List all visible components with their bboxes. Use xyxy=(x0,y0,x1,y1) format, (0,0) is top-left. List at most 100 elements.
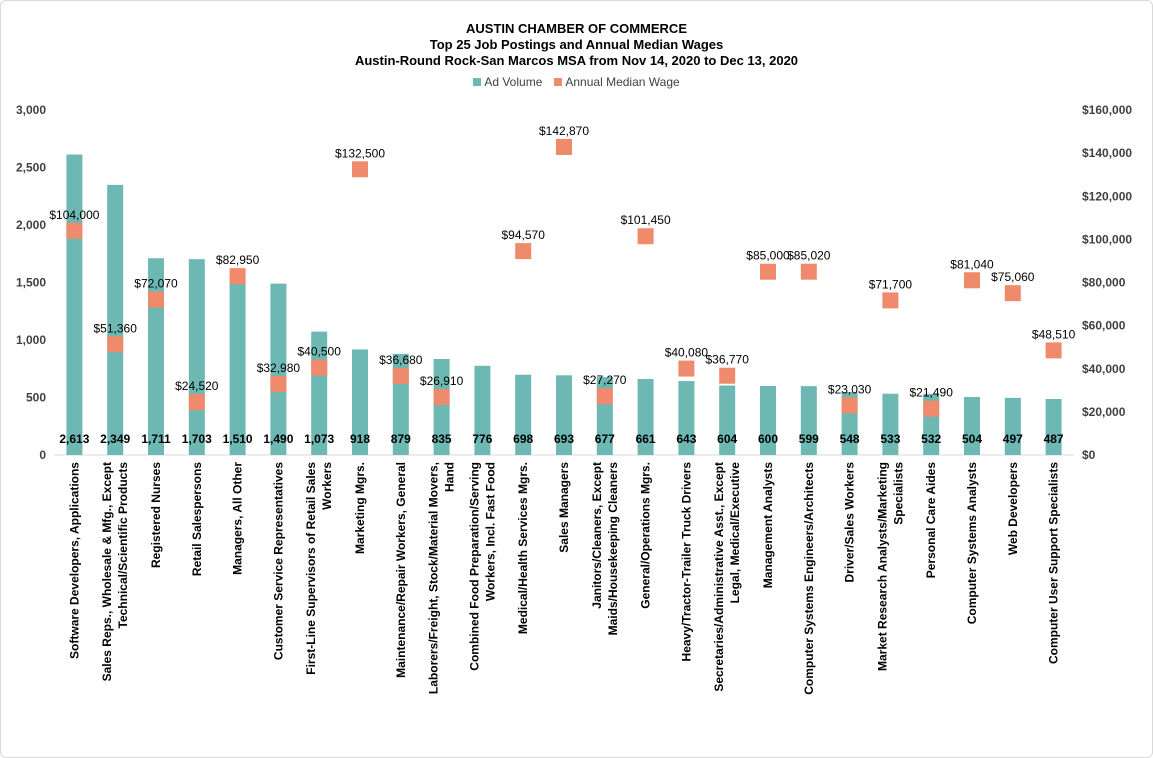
wage-value-label: $101,450 xyxy=(621,213,671,227)
x-axis-category-label: Software Developers, Applications xyxy=(67,462,81,659)
wage-value-label: $85,020 xyxy=(787,249,831,263)
marker-annual-median-wage xyxy=(1004,285,1021,302)
bar-ad-volume xyxy=(188,259,205,455)
bar-value-label: 1,711 xyxy=(141,432,171,446)
bar-value-label: 600 xyxy=(758,432,778,446)
x-axis-category-label: Market Research Analysts/Marketing Specia… xyxy=(875,462,905,671)
bar-value-label: 2,613 xyxy=(59,432,89,446)
chart-title: AUSTIN CHAMBER OF COMMERCE xyxy=(466,21,687,36)
bar-value-label: 1,490 xyxy=(263,432,293,446)
marker-annual-median-wage xyxy=(556,138,572,155)
x-axis-category-label-line: Computer User Support Specialists xyxy=(1047,462,1061,664)
right-axis-tick-label: $40,000 xyxy=(1082,362,1126,376)
right-axis-tick-label: $140,000 xyxy=(1082,146,1132,160)
wage-value-label: $94,570 xyxy=(502,228,546,242)
legend-label-ad-volume: Ad Volume xyxy=(484,75,543,89)
bar-value-label: 504 xyxy=(962,432,982,446)
left-axis-tick-label: 1,000 xyxy=(16,333,46,347)
x-axis-category-label: Janitors/Cleaners, Except Maids/Housekeep… xyxy=(590,462,620,636)
x-axis-category-label-line: Technical/Scientific Products xyxy=(116,462,130,629)
marker-annual-median-wage xyxy=(800,263,817,280)
x-axis-category-label-line: Retail Salespersons xyxy=(190,462,204,576)
marker-annual-median-wage xyxy=(311,359,328,376)
bar-ad-volume xyxy=(800,386,817,455)
x-axis-category-label: Management Analysts xyxy=(761,462,775,589)
x-axis-category-label-line: Heavy/Tractor-Trailer Truck Drivers xyxy=(679,462,693,662)
bar-value-label: 533 xyxy=(880,432,900,446)
wage-value-label: $51,360 xyxy=(94,321,138,335)
wage-value-label: $81,040 xyxy=(950,257,994,271)
wage-value-label: $142,870 xyxy=(539,124,589,138)
wage-value-label: $75,060 xyxy=(991,270,1035,284)
left-axis-tick-label: 0 xyxy=(39,448,46,462)
x-axis-category-label-line: Marketing Mgrs. xyxy=(353,462,367,554)
bar-value-label: 835 xyxy=(432,432,452,446)
x-axis-category-label-line: Registered Nurses xyxy=(149,462,163,568)
x-axis-category-label-line: Computer Systems Analysts xyxy=(965,462,979,625)
marker-annual-median-wage xyxy=(433,388,450,405)
marker-annual-median-wage xyxy=(760,263,776,280)
x-axis-category-label-line: Janitors/Cleaners, Except xyxy=(590,462,604,609)
marker-annual-median-wage xyxy=(882,292,899,309)
x-axis-category-label: Managers, All Other xyxy=(231,462,245,575)
wage-value-label: $36,770 xyxy=(706,353,750,367)
marker-annual-median-wage xyxy=(107,336,124,353)
wage-value-label: $26,910 xyxy=(420,374,464,388)
bar-ad-volume xyxy=(270,283,287,455)
bar-ad-volume xyxy=(637,378,654,455)
right-axis-tick-label: $160,000 xyxy=(1082,103,1132,117)
marker-annual-median-wage xyxy=(392,367,409,384)
marker-annual-median-wage xyxy=(515,243,532,260)
x-axis-category-label: Medical/Health Services Mgrs. xyxy=(516,462,530,634)
bar-value-label: 532 xyxy=(921,432,941,446)
x-axis-category-label-line: Driver/Sales Workers xyxy=(843,462,857,583)
bar-ad-volume xyxy=(556,375,572,455)
bar-value-label: 1,073 xyxy=(304,432,334,446)
bar-ad-volume xyxy=(474,365,491,455)
bar-ad-volume xyxy=(66,154,83,455)
wage-value-label: $85,000 xyxy=(746,249,790,263)
x-axis-category-label-line: Hand xyxy=(443,462,457,492)
chart-legend: Ad Volume Annual Median Wage xyxy=(0,75,1153,89)
marker-annual-median-wage xyxy=(596,388,613,405)
chart-title-block: AUSTIN CHAMBER OF COMMERCE Top 25 Job Po… xyxy=(0,21,1153,69)
marker-annual-median-wage xyxy=(352,161,368,178)
wage-value-label: $72,070 xyxy=(134,277,178,291)
wage-value-label: $132,500 xyxy=(335,146,385,160)
bar-ad-volume xyxy=(719,385,736,455)
x-axis-category-label: First-Line Supervisors of Retail Sales Wo… xyxy=(304,462,334,675)
wage-value-label: $82,950 xyxy=(216,253,260,267)
right-axis-tick-label: $120,000 xyxy=(1082,189,1132,203)
legend-item-annual-median-wage: Annual Median Wage xyxy=(554,75,680,89)
bar-value-label: 661 xyxy=(636,432,656,446)
bar-value-label: 599 xyxy=(799,432,819,446)
x-axis-category-label: General/Operations Mgrs. xyxy=(639,462,653,609)
legend-swatch-annual-median-wage xyxy=(554,78,563,86)
left-axis-tick-label: 2,500 xyxy=(16,161,46,175)
right-axis-tick-label: $0 xyxy=(1082,448,1096,462)
bar-value-label: 497 xyxy=(1003,432,1023,446)
x-axis-category-label-line: Management Analysts xyxy=(761,462,775,589)
wage-value-label: $104,000 xyxy=(49,208,99,222)
x-axis-category-label-line: Managers, All Other xyxy=(231,462,245,575)
chart-subtitle-1: Top 25 Job Postings and Annual Median Wa… xyxy=(429,37,724,52)
x-axis-category-label-line: Workers, Incl. Fast Food xyxy=(483,462,497,601)
bar-value-label: 698 xyxy=(513,432,533,446)
wage-value-label: $40,500 xyxy=(298,345,342,359)
wage-value-label: $23,030 xyxy=(828,382,872,396)
x-axis-category-label: Sales Managers xyxy=(557,462,571,553)
x-axis-category-label-line: Combined Food Preparation/Serving xyxy=(467,462,481,671)
x-axis-category-label: Maintenance/Repair Workers, General xyxy=(394,462,408,678)
bar-value-label: 918 xyxy=(350,432,370,446)
x-axis-category-label-line: Software Developers, Applications xyxy=(67,462,81,659)
legend-swatch-ad-volume xyxy=(473,78,482,86)
left-axis-tick-label: 500 xyxy=(26,391,46,405)
wage-value-label: $40,080 xyxy=(665,346,709,360)
chart-subtitle-2: Austin-Round Rock-San Marcos MSA from No… xyxy=(354,53,799,68)
x-axis-category-label: Personal Care Aides xyxy=(924,462,938,579)
left-axis-tick-label: 3,000 xyxy=(16,103,46,117)
bar-value-label: 548 xyxy=(840,432,860,446)
left-axis-tick-label: 2,000 xyxy=(16,218,46,232)
marker-annual-median-wage xyxy=(964,272,980,289)
